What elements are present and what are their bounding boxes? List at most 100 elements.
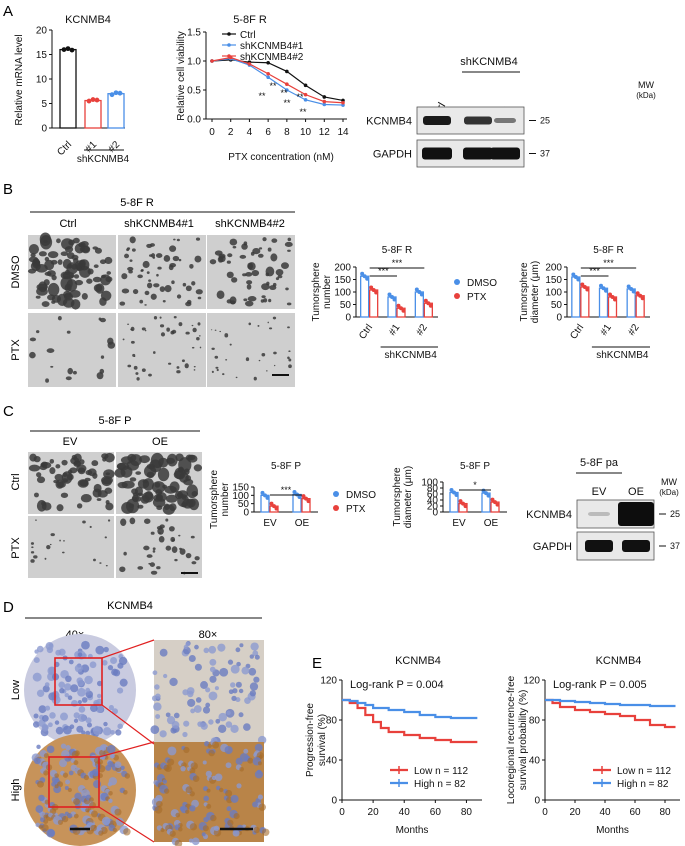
c-number-legend-label: PTX (346, 504, 366, 515)
viability-legend-label: shKCNMB4#1 (240, 41, 304, 52)
tumorsphere-image-sphere (137, 274, 143, 279)
b-diameter-bar (571, 276, 581, 318)
ihc-nucleus (78, 705, 86, 713)
tumorsphere-image-sphere (271, 238, 278, 243)
tumorsphere-image-sphere (28, 464, 41, 472)
b-number-legend-marker (454, 293, 460, 299)
b-diameter-y-tick-label: 50 (551, 300, 563, 311)
wb-c-mw-unit: (kDa) (659, 488, 679, 497)
ihc-stain (174, 839, 183, 846)
tumorsphere-image-sphere (29, 337, 37, 342)
ihc-nucleus (68, 659, 74, 665)
tumorsphere-image-sphere (179, 548, 186, 555)
ihc-nucleus (250, 642, 259, 651)
b-number-legend-marker (454, 279, 460, 285)
tumorsphere-image-sphere (35, 330, 40, 334)
ihc-nucleus (95, 645, 105, 655)
tumorsphere-image-sphere (196, 337, 200, 341)
tumorsphere-image-sphere (169, 245, 177, 252)
ihc-stain (67, 787, 72, 793)
tumorsphere-image-sphere (173, 315, 177, 319)
panel-c-diameter-chart: 5-8F P Tumorsphere diameter (μm) 0204060801… (392, 461, 507, 529)
ihc-nucleus (194, 663, 202, 671)
tumorsphere-image-sphere (154, 482, 161, 488)
tumorsphere-image-sphere (171, 329, 177, 334)
tumorsphere-image-sphere (50, 259, 58, 265)
c-diameter-point (463, 504, 468, 509)
tumorsphere-image-sphere (215, 366, 219, 369)
ihc-nucleus (81, 697, 88, 703)
c-number-legend-label: DMSO (346, 490, 376, 501)
tumorsphere-image-sphere (93, 483, 102, 493)
ihc-nucleus (60, 743, 67, 749)
b-number-point (369, 285, 374, 290)
b-number-group-label: shKCNMB4 (385, 350, 438, 361)
ihc-nucleus (227, 659, 234, 665)
b-number-point (396, 303, 401, 308)
viability-point (285, 82, 289, 86)
km-progression-free: KCNMB4 Progression-free survival (%) 0 40 80 1… (305, 655, 482, 836)
tumorsphere-image-sphere (158, 532, 162, 534)
tumorsphere-image-sphere (105, 502, 114, 511)
ihc-nucleus (47, 829, 55, 837)
tumorsphere-image-sphere (281, 262, 289, 270)
viability-point (266, 75, 270, 80)
ihc-nucleus (230, 724, 239, 733)
tumorsphere-image-sphere (127, 266, 134, 271)
km2-legend-label: Low n = 112 (617, 766, 671, 777)
tumorsphere-image-sphere (160, 332, 166, 337)
panel-d-ihc: KCNMB4 40× 80× Low High (10, 600, 270, 846)
ihc-stain (54, 784, 59, 789)
b-diameter-point (573, 275, 578, 279)
tumorsphere-image-sphere (267, 247, 272, 252)
tumorsphere-image-sphere (139, 455, 151, 464)
tumorsphere-image-sphere (46, 270, 56, 277)
viability-point (266, 60, 270, 65)
ihc-nucleus (214, 686, 219, 691)
ihc-nucleus (73, 718, 79, 723)
ihc-stain (99, 749, 106, 757)
b-diameter-point (626, 284, 631, 289)
tumorsphere-image-sphere (56, 504, 64, 512)
tumorsphere-image-sphere (216, 290, 225, 300)
tumorsphere-image (116, 516, 202, 578)
tumorsphere-image-sphere (98, 317, 102, 321)
tumorsphere-image-sphere (185, 285, 192, 292)
tumorsphere-image-sphere (287, 356, 290, 360)
b-number-point (426, 301, 431, 306)
tumorsphere-image-sphere (229, 238, 238, 246)
ihc-nucleus (76, 725, 84, 733)
ihc-nucleus (202, 706, 211, 714)
ihc-stain (124, 773, 131, 779)
tumorsphere-image-bg (28, 516, 114, 578)
tumorsphere-image-sphere (288, 364, 292, 369)
tumorsphere-image-sphere (246, 284, 252, 290)
ihc-zoom-line (98, 806, 155, 843)
viability-point (341, 100, 345, 105)
viability-x-tick-label: 2 (228, 127, 234, 138)
ihc-nucleus (230, 664, 240, 674)
tumorsphere-image-sphere (185, 553, 192, 559)
tumorsphere-image-sphere (178, 322, 183, 327)
viability-legend-label: Ctrl (240, 30, 256, 41)
tumorsphere-image-sphere (36, 476, 46, 484)
c-number-sig: *** (281, 485, 292, 495)
ihc-nucleus (252, 801, 259, 808)
panel-d-row-low: Low (10, 680, 22, 700)
ihc-nucleus (106, 744, 116, 754)
tumorsphere-image-sphere (104, 452, 115, 463)
tumorsphere-image-sphere (227, 253, 233, 258)
ihc-nucleus (171, 721, 180, 729)
c-number-point (297, 495, 302, 499)
tumorsphere-image-sphere (197, 322, 201, 326)
tumorsphere-image-sphere (232, 245, 237, 249)
ihc-stain (213, 828, 222, 837)
ihc-nucleus (67, 695, 73, 701)
tumorsphere-image-sphere (225, 359, 228, 361)
ihc-nucleus (224, 745, 233, 755)
c-diameter-point (461, 501, 465, 506)
km1-x-tick-label: 20 (368, 807, 380, 818)
tumorsphere-image-sphere (57, 481, 66, 488)
ihc-nucleus (64, 786, 69, 791)
ihc-nucleus (200, 722, 208, 730)
